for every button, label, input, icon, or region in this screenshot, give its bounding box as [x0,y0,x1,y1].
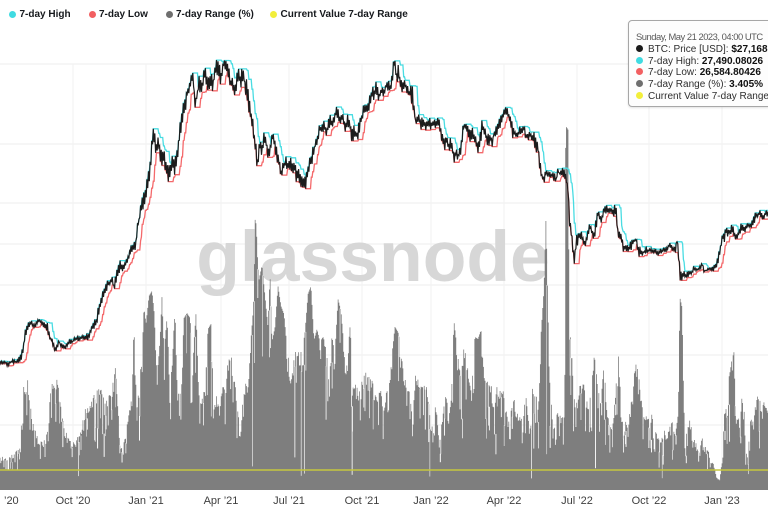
svg-text:glassnode: glassnode [196,217,550,297]
